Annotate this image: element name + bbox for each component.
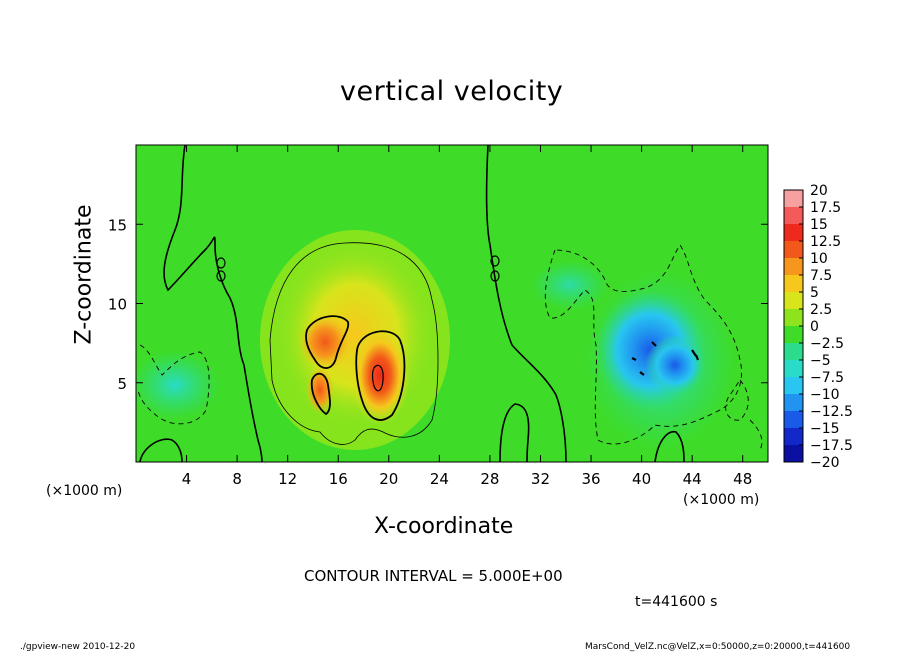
colorbar-label: −7.5 (810, 370, 844, 386)
colorbar-swatch (784, 309, 803, 327)
colorbar-swatch (784, 411, 803, 429)
x-tick-label: 28 (480, 470, 499, 488)
colorbar-swatch (784, 275, 803, 293)
x-tick-label: 48 (733, 470, 752, 488)
colorbar-label: −10 (810, 387, 840, 403)
y-tick-label: 10 (108, 296, 127, 314)
contour-lines (137, 145, 763, 462)
x-unit-label-left: (×1000 m) (46, 483, 123, 499)
colorbar-label: −15 (810, 421, 840, 437)
x-axis: 4 8 12 16 20 24 28 32 36 40 44 48 (182, 145, 752, 488)
colorbar-label: 0 (810, 319, 819, 335)
colorbar-swatch (784, 292, 803, 310)
colorbar-swatch (784, 394, 803, 412)
y-axis: 5 10 15 (108, 216, 768, 393)
colorbar: 2017.51512.5107.552.50−2.5−5−7.5−10−12.5… (783, 183, 853, 471)
colorbar-label: 2.5 (810, 302, 832, 318)
colorbar-swatch (784, 258, 803, 276)
colorbar-swatch (784, 377, 803, 395)
x-tick-label: 4 (182, 470, 192, 488)
colorbar-swatch (784, 326, 803, 344)
colorbar-label: 10 (810, 251, 828, 267)
x-tick-label: 36 (581, 470, 600, 488)
x-unit-label-right: (×1000 m) (683, 492, 760, 508)
colorbar-label: 7.5 (810, 268, 832, 284)
colorbar-swatch (784, 224, 803, 242)
footer-command: ./gpview-new 2010-12-20 (20, 642, 136, 652)
footer-source: MarsCond_VelZ.nc@VelZ,x=0:50000,z=0:2000… (585, 642, 851, 652)
x-tick-label: 44 (683, 470, 702, 488)
colorbar-label: 20 (810, 183, 828, 199)
x-tick-label: 8 (232, 470, 242, 488)
y-axis-label: Z-coordinate (71, 204, 97, 345)
colorbar-label: −17.5 (810, 438, 853, 454)
colorbar-label: 17.5 (810, 200, 841, 216)
colorbar-swatch (784, 241, 803, 259)
colorbar-label: −2.5 (810, 336, 844, 352)
x-axis-label: X-coordinate (374, 514, 514, 539)
x-tick-label: 20 (379, 470, 398, 488)
chart-title: vertical velocity (340, 76, 564, 107)
contour-interval-text: CONTOUR INTERVAL = 5.000E+00 (304, 567, 563, 585)
colorbar-label: 15 (810, 217, 828, 233)
y-tick-label: 15 (108, 216, 127, 234)
field-shading (136, 230, 735, 450)
colorbar-swatch (784, 207, 803, 225)
x-tick-label: 32 (531, 470, 550, 488)
colorbar-label: −12.5 (810, 404, 853, 420)
colorbar-label: 12.5 (810, 234, 841, 250)
x-tick-label: 40 (632, 470, 651, 488)
time-label: t=441600 s (635, 594, 718, 610)
colorbar-label: 5 (810, 285, 819, 301)
x-tick-label: 16 (329, 470, 348, 488)
heatmap-plot-area (136, 145, 768, 462)
y-tick-label: 5 (117, 375, 127, 393)
colorbar-swatch (784, 360, 803, 378)
colorbar-swatch (784, 190, 803, 208)
colorbar-label: −5 (810, 353, 831, 369)
colorbar-swatch (784, 343, 803, 361)
x-tick-label: 24 (430, 470, 449, 488)
x-tick-label: 12 (278, 470, 297, 488)
colorbar-label: −20 (810, 455, 840, 471)
colorbar-swatch (784, 445, 803, 463)
colorbar-swatch (784, 428, 803, 446)
